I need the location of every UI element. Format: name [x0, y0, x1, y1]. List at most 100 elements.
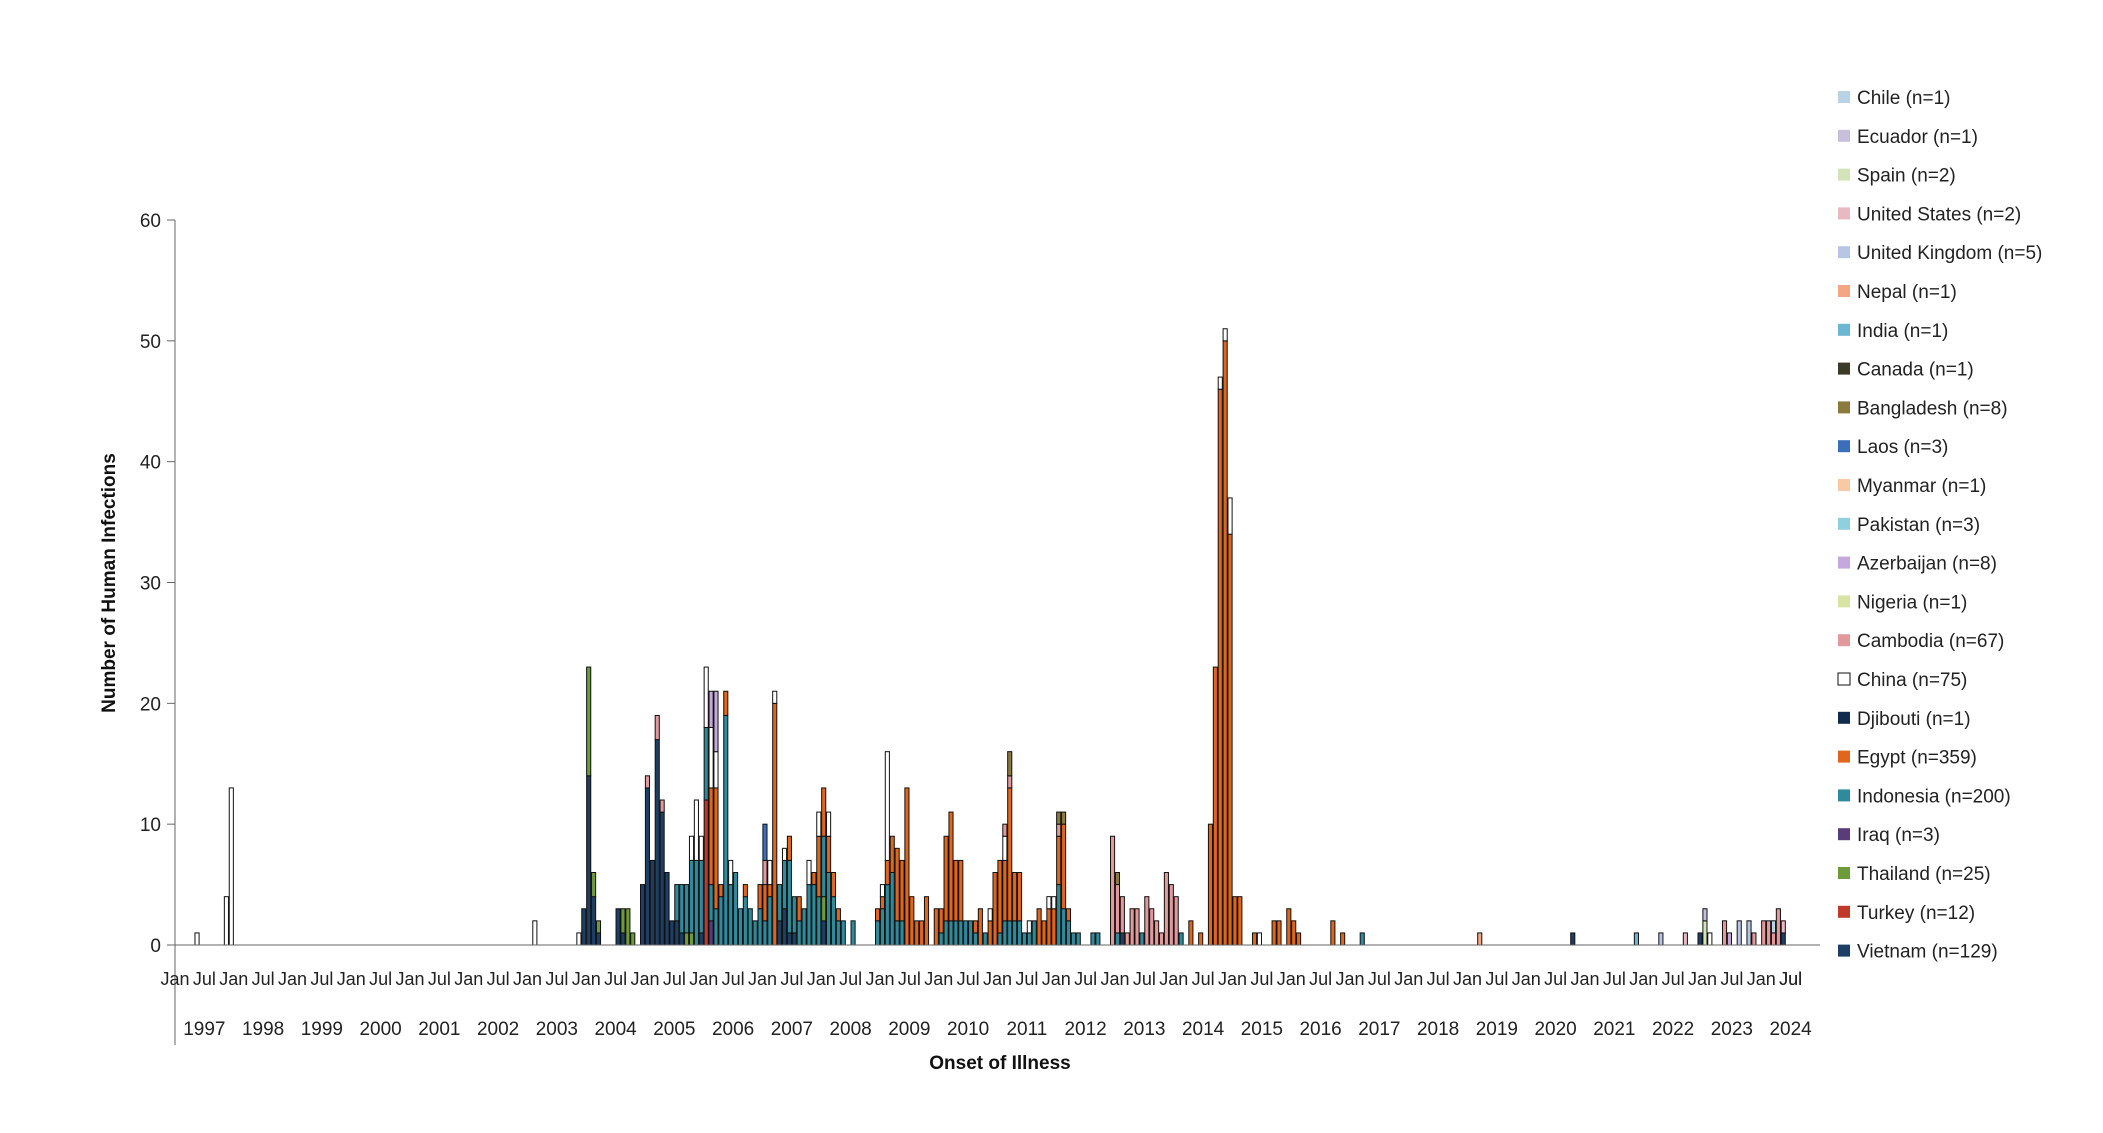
- bar-segment-egypt: [1251, 932, 1258, 946]
- bar-segment-cambodia: [1056, 823, 1062, 837]
- bar-segment-egypt: [899, 859, 905, 922]
- bar-segment-egypt: [914, 920, 920, 946]
- bar-segment-thailand: [591, 872, 597, 898]
- x-month-tick-label: Jul: [428, 969, 451, 989]
- bar-segment-indonesia: [1061, 908, 1067, 946]
- bar-segment-egypt: [1061, 823, 1067, 910]
- bar-segment-cambodia: [1110, 835, 1116, 946]
- bar-segment-china: [713, 751, 719, 789]
- bar-segment-indonesia: [821, 835, 827, 898]
- legend-label: Bangladesh (n=8): [1857, 398, 2008, 419]
- bar-segment-cambodia: [1144, 896, 1150, 946]
- x-month-tick-label: Jan: [924, 969, 953, 989]
- bar-segment-indonesia: [830, 896, 837, 946]
- bar-segment-thailand: [688, 932, 695, 946]
- bar-segment-indonesia: [826, 872, 832, 946]
- bar-segment-china: [1217, 376, 1223, 390]
- bar-segment-egypt: [943, 835, 949, 922]
- legend-label: United States (n=2): [1857, 204, 2021, 225]
- x-month-tick-label: Jul: [663, 969, 686, 989]
- legend-item: Indonesia (n=200): [1838, 786, 2011, 807]
- bar-segment-vietnam: [786, 932, 792, 946]
- bar-segment-egypt: [1036, 908, 1042, 946]
- bar-segment-thailand: [684, 932, 690, 946]
- bar-segment-china: [698, 835, 704, 861]
- bar-segment-vietnam: [659, 811, 665, 946]
- x-month-tick-label: Jul: [898, 969, 921, 989]
- x-month-tick-label: Jul: [780, 969, 803, 989]
- legend-label: Azerbaijan (n=8): [1857, 554, 1997, 575]
- bar-segment-indonesia: [1012, 920, 1018, 946]
- bar-segment-indonesia: [884, 884, 890, 946]
- legend-swatch: [1838, 440, 1850, 453]
- x-month-tick-label: Jan: [1159, 969, 1188, 989]
- bar-segment-chile: [1770, 920, 1777, 934]
- x-month-tick-label: Jan: [1335, 969, 1364, 989]
- bar-segment-indonesia: [963, 920, 969, 946]
- bar-segment-laos: [762, 823, 768, 861]
- bar-segment-china: [987, 908, 993, 922]
- bar-segment-indonesia: [879, 908, 886, 946]
- legend-swatch: [1838, 867, 1850, 879]
- bar-segment-egypt: [1271, 920, 1277, 946]
- legend-item: Thailand (n=25): [1838, 864, 1991, 885]
- x-month-tick-label: Jul: [1015, 969, 1038, 989]
- bar-segment-egypt: [1291, 920, 1297, 946]
- x-month-tick-label: Jul: [1250, 969, 1273, 989]
- x-month-tick-label: Jan: [689, 969, 718, 989]
- legend-swatch: [1838, 479, 1850, 491]
- x-month-tick-label: Jul: [1779, 969, 1802, 989]
- y-tick-label: 0: [150, 936, 161, 957]
- bar-segment-egypt: [889, 835, 895, 873]
- legend-item: Vietnam (n=129): [1838, 942, 1998, 963]
- bar-segment-cambodia: [1114, 884, 1121, 934]
- y-tick-label: 50: [140, 332, 161, 353]
- x-year-label: 2023: [1711, 1019, 1753, 1040]
- bar-segment-china: [576, 932, 582, 946]
- bar-segment-vietnam: [664, 872, 670, 946]
- bar-segment-indonesia: [982, 932, 988, 946]
- bar-segment-spain: [1702, 920, 1708, 946]
- bar-segment-thailand: [595, 920, 602, 934]
- bar-segment-indonesia: [1016, 920, 1023, 946]
- x-month-tick-label: Jan: [1218, 969, 1247, 989]
- legend-swatch: [1838, 750, 1850, 763]
- bar-segment-turkey: [703, 799, 709, 946]
- bar-segment-indonesia: [1002, 920, 1008, 946]
- plot-area: [194, 328, 1786, 946]
- bar-segment-indonesia: [688, 859, 695, 934]
- bar-segment-indonesia: [875, 920, 881, 946]
- legend-item: Djibouti (n=1): [1838, 709, 1971, 730]
- x-month-tick-label: Jul: [310, 969, 333, 989]
- x-year-label: 2022: [1652, 1019, 1694, 1040]
- bar-segment-vietnam: [644, 787, 651, 946]
- bar-segment-egypt: [1222, 340, 1228, 946]
- bar-segment-indonesia: [1056, 884, 1062, 946]
- bar-segment-indonesia: [1065, 920, 1072, 946]
- x-year-label: 2017: [1358, 1019, 1400, 1040]
- bar-segment-egypt: [923, 896, 930, 946]
- y-axis-label: Number of Human Infections: [99, 453, 120, 713]
- bar-segment-egypt: [909, 896, 915, 946]
- y-tick-label: 40: [140, 453, 161, 474]
- bar-segment-indonesia: [1070, 932, 1076, 946]
- bar-segment-indonesia: [752, 920, 758, 946]
- x-year-label: 2018: [1417, 1019, 1459, 1040]
- bar-segment-vietnam: [595, 932, 602, 946]
- bar-segment-vietnam: [821, 920, 827, 946]
- bar-segment-bangladesh: [1007, 751, 1013, 777]
- x-year-label: 1997: [183, 1019, 225, 1040]
- bar-segment-egypt: [1276, 920, 1282, 946]
- legend-item: Turkey (n=12): [1838, 903, 1975, 924]
- bar-segment-cambodia: [1002, 823, 1008, 837]
- legend-item: China (n=75): [1837, 670, 1967, 691]
- bar-segment-indonesia: [1075, 932, 1081, 946]
- bar-segment-indonesia: [767, 896, 773, 946]
- bar-segment-nepal: [1477, 932, 1483, 946]
- x-month-tick-label: Jan: [513, 969, 542, 989]
- bar-segment-vietnam: [615, 908, 621, 946]
- bar-segment-china: [728, 859, 734, 886]
- legend-label: Ecuador (n=1): [1857, 127, 1978, 148]
- bar-segment-cambodia: [644, 775, 651, 789]
- legend-item: Ecuador (n=1): [1838, 127, 1978, 148]
